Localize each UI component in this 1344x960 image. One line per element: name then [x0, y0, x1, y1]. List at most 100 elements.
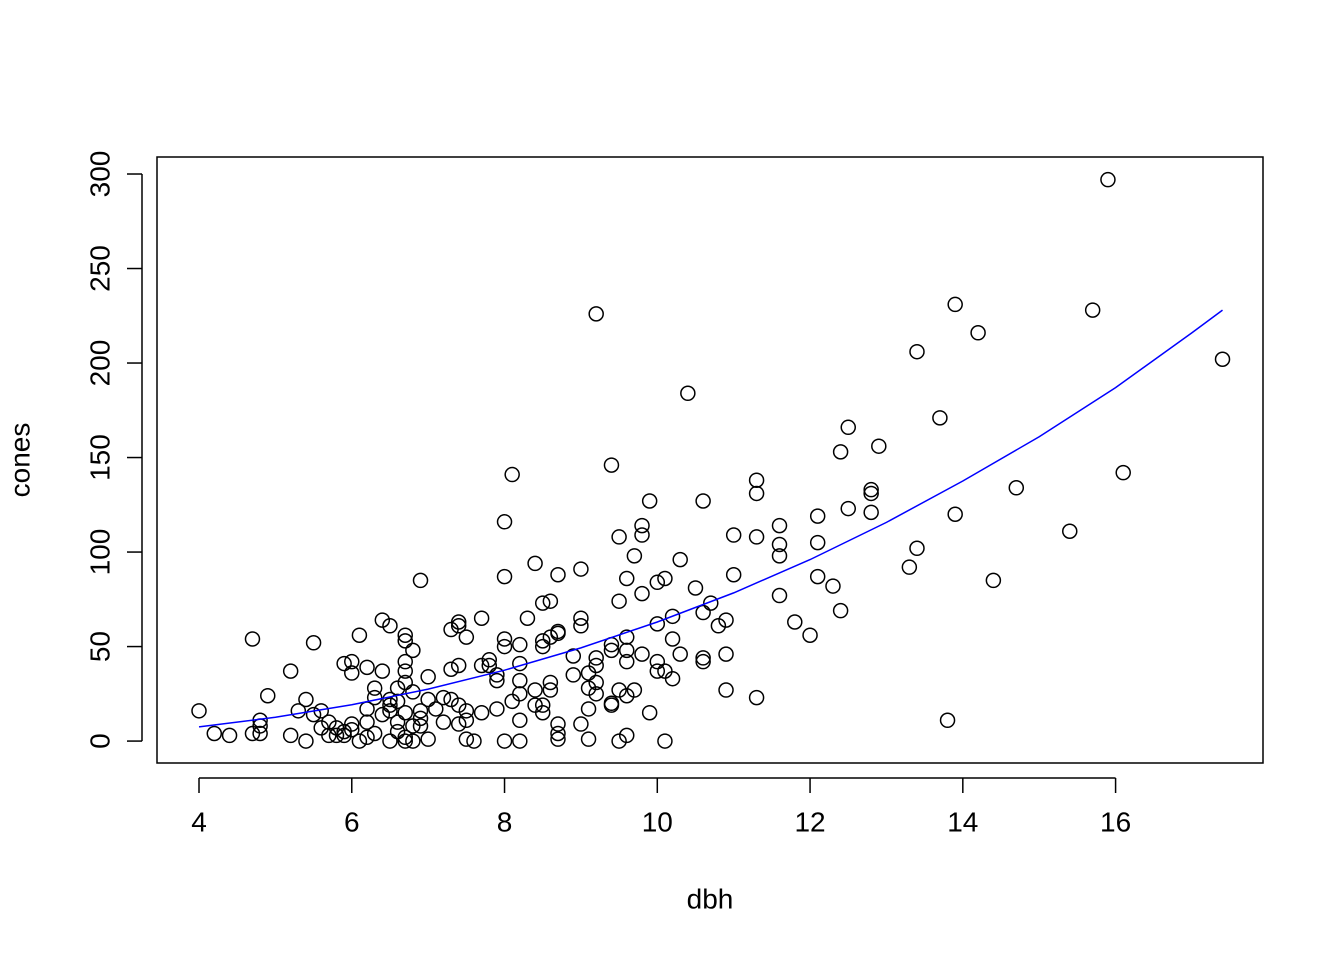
data-point — [359, 714, 375, 730]
data-point — [298, 691, 314, 708]
data-point — [382, 703, 398, 719]
data-point — [374, 663, 391, 679]
data-point — [542, 682, 559, 698]
y-tick-label: 100 — [84, 529, 115, 576]
data-point — [206, 725, 223, 742]
data-point — [687, 580, 704, 596]
data-point — [985, 572, 1002, 589]
data-point — [374, 612, 391, 628]
data-point — [405, 733, 421, 749]
data-point — [695, 604, 711, 621]
data-point — [519, 610, 536, 626]
data-point — [947, 296, 963, 313]
data-point — [328, 727, 345, 744]
data-point — [618, 570, 635, 587]
data-point — [397, 674, 413, 691]
data-point — [542, 593, 559, 609]
data-point — [389, 723, 406, 740]
data-point — [542, 674, 559, 691]
data-point — [382, 618, 398, 634]
data-point — [939, 712, 956, 729]
data-point — [534, 697, 551, 713]
data-point — [611, 529, 627, 545]
data-point — [489, 667, 505, 683]
x-tick-label: 10 — [642, 806, 673, 837]
data-point — [344, 716, 360, 732]
data-point — [695, 653, 711, 670]
data-point — [305, 635, 322, 651]
data-point — [725, 527, 742, 543]
data-point — [771, 536, 788, 553]
data-point — [382, 733, 398, 749]
data-point — [489, 701, 505, 717]
data-point — [580, 665, 597, 681]
data-point — [397, 653, 413, 670]
data-point — [550, 566, 566, 583]
data-point — [512, 672, 528, 689]
data-point — [435, 689, 452, 706]
data-point — [909, 540, 925, 557]
data-point — [512, 733, 528, 749]
data-point — [336, 727, 352, 744]
data-point — [534, 638, 551, 655]
data-point — [641, 493, 658, 509]
data-point — [420, 691, 436, 708]
data-point — [802, 627, 818, 643]
data-point — [458, 712, 475, 729]
data-point — [787, 614, 803, 630]
data-point — [573, 618, 589, 634]
data-point — [336, 655, 352, 672]
data-point — [603, 642, 620, 659]
data-point — [481, 652, 498, 668]
data-point — [832, 602, 849, 619]
data-point — [405, 642, 421, 659]
data-point — [420, 731, 436, 747]
data-point — [832, 444, 849, 460]
data-point — [809, 568, 826, 585]
data-point — [611, 682, 627, 698]
data-point — [412, 710, 429, 727]
y-tick-label: 250 — [84, 245, 115, 292]
data-point — [450, 657, 467, 674]
data-point — [405, 684, 421, 700]
plot-frame — [156, 156, 1264, 764]
data-point — [244, 631, 261, 647]
data-point — [527, 555, 543, 572]
data-point — [573, 610, 589, 626]
data-point — [588, 674, 604, 691]
data-point — [290, 703, 307, 719]
data-point — [932, 410, 948, 426]
x-axis-label: dbh — [687, 883, 734, 914]
data-point — [397, 704, 413, 721]
data-point — [412, 703, 429, 719]
data-point — [496, 514, 513, 530]
data-point — [359, 729, 375, 746]
fit-line — [198, 309, 1223, 728]
data-point — [450, 614, 467, 630]
x-tick-label: 14 — [947, 806, 978, 837]
data-point — [626, 548, 643, 564]
data-point — [718, 682, 734, 698]
data-point — [588, 657, 604, 674]
data-point — [397, 663, 413, 679]
data-point — [603, 457, 620, 473]
data-point — [1100, 171, 1116, 188]
data-point — [649, 574, 666, 591]
data-point — [588, 686, 604, 702]
data-point — [565, 648, 582, 664]
data-point — [397, 733, 413, 749]
data-point — [344, 721, 360, 738]
data-point — [397, 627, 413, 643]
data-point — [489, 672, 505, 689]
data-point — [1115, 464, 1131, 481]
data-point — [634, 527, 650, 543]
data-point — [389, 714, 406, 730]
data-point — [512, 712, 528, 729]
data-point — [588, 306, 604, 322]
data-point — [771, 517, 788, 534]
y-tick-label: 200 — [84, 340, 115, 387]
data-point — [397, 729, 413, 746]
data-point — [450, 697, 467, 713]
data-point — [458, 703, 475, 719]
